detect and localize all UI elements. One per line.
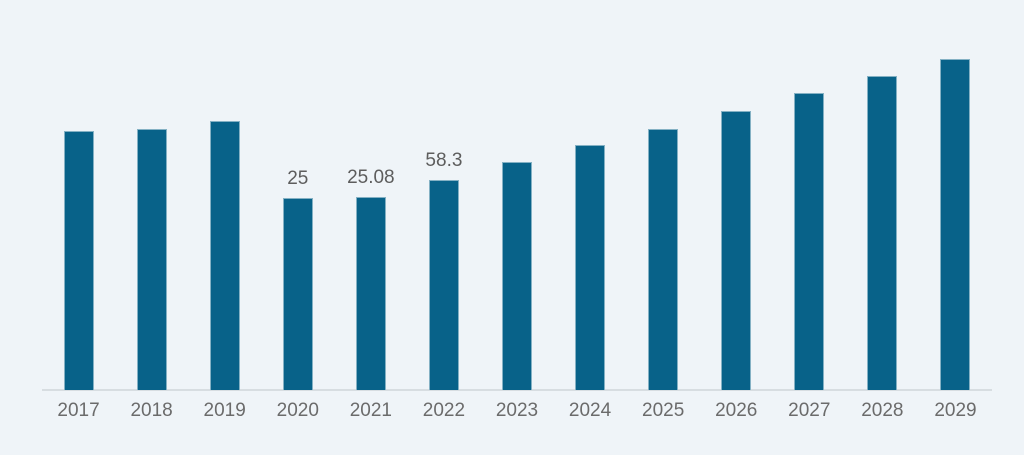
bar-2019[interactable] — [209, 121, 240, 390]
x-axis-label-2024: 2024 — [568, 400, 612, 421]
bar-2023[interactable] — [502, 162, 532, 390]
bar-2025[interactable] — [648, 129, 679, 390]
bar-2021[interactable] — [355, 197, 386, 390]
x-axis-label-2029: 2029 — [934, 400, 977, 421]
bar-2017[interactable] — [63, 131, 94, 390]
x-axis-label-2023: 2023 — [495, 400, 539, 421]
x-axis-label-2018: 2018 — [130, 400, 173, 421]
bar-2022[interactable] — [428, 180, 459, 390]
x-axis-label-2017: 2017 — [57, 400, 100, 421]
data-label-2020: 25 — [287, 168, 309, 189]
bar-2028[interactable] — [867, 76, 898, 390]
x-axis-label-2028: 2028 — [861, 400, 904, 421]
bar-2020[interactable] — [282, 198, 313, 390]
x-axis-label-2026: 2026 — [715, 400, 758, 421]
data-label-2022: 58.3 — [425, 150, 463, 171]
x-axis-label-2025: 2025 — [642, 400, 685, 421]
bar-2024[interactable] — [575, 145, 606, 390]
x-axis-label-2027: 2027 — [788, 400, 831, 421]
bar-2029[interactable] — [940, 59, 971, 390]
data-label-2021: 25.08 — [347, 167, 395, 188]
x-axis-label-2020: 2020 — [276, 400, 319, 421]
x-axis-label-2022: 2022 — [422, 400, 466, 421]
x-axis-label-2021: 2021 — [349, 400, 392, 421]
bar-2026[interactable] — [721, 111, 752, 390]
bar-2027[interactable] — [794, 93, 825, 390]
bar-2018[interactable] — [136, 129, 167, 390]
x-axis-label-2019: 2019 — [203, 400, 246, 421]
